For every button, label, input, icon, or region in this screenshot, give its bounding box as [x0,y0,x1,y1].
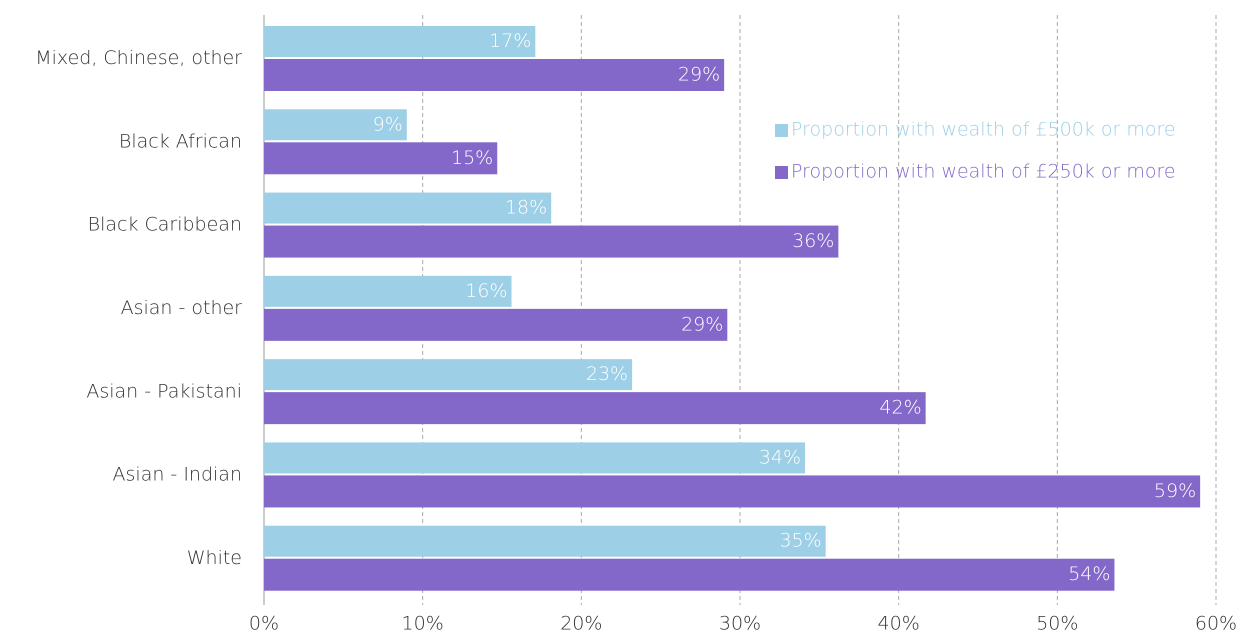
y-tick-label: Asian - Indian [113,464,242,486]
bar [264,359,633,391]
bar [264,26,536,57]
bar [264,475,1201,508]
y-tick-label: Mixed, Chinese, other [35,47,242,69]
x-tick-label: 10% [402,613,444,635]
bar [264,225,839,258]
y-tick-label: White [187,547,242,569]
value-label: 16% [465,280,507,302]
y-tick-label: Black Caribbean [88,214,242,236]
legend-label: Proportion with wealth of £250k or more [791,161,1176,183]
value-label: 54% [1068,563,1110,585]
value-label: 23% [586,363,628,385]
value-label: 35% [779,530,821,552]
value-label: 34% [759,446,801,468]
value-label: 15% [451,147,493,169]
legend-marker [775,124,788,137]
x-tick-label: 0% [249,613,279,635]
value-label: 59% [1154,480,1196,502]
bar [264,442,806,474]
bar [264,558,1115,591]
bar [264,392,926,425]
x-tick-label: 20% [560,613,602,635]
bar [264,525,826,557]
bar [264,109,407,141]
value-label: 29% [681,313,723,335]
x-tick-label: 50% [1036,613,1078,635]
y-tick-label: Asian - other [121,297,243,319]
bar [264,308,728,341]
value-label: 17% [489,30,531,52]
x-tick-label: 40% [878,613,920,635]
legend-marker [775,166,788,179]
value-label: 36% [792,230,834,252]
y-tick-label: Asian - Pakistani [86,380,242,402]
value-label: 9% [373,113,403,135]
bar [264,59,725,91]
value-label: 29% [678,64,720,86]
x-tick-label: 30% [719,613,761,635]
value-label: 42% [879,397,921,419]
bar [264,192,552,224]
y-tick-label: Black African [119,130,242,152]
bar [264,142,498,175]
bar [264,275,512,307]
x-tick-label: 60% [1195,613,1237,635]
legend-label: Proportion with wealth of £500k or more [791,119,1176,141]
value-label: 18% [505,197,547,219]
